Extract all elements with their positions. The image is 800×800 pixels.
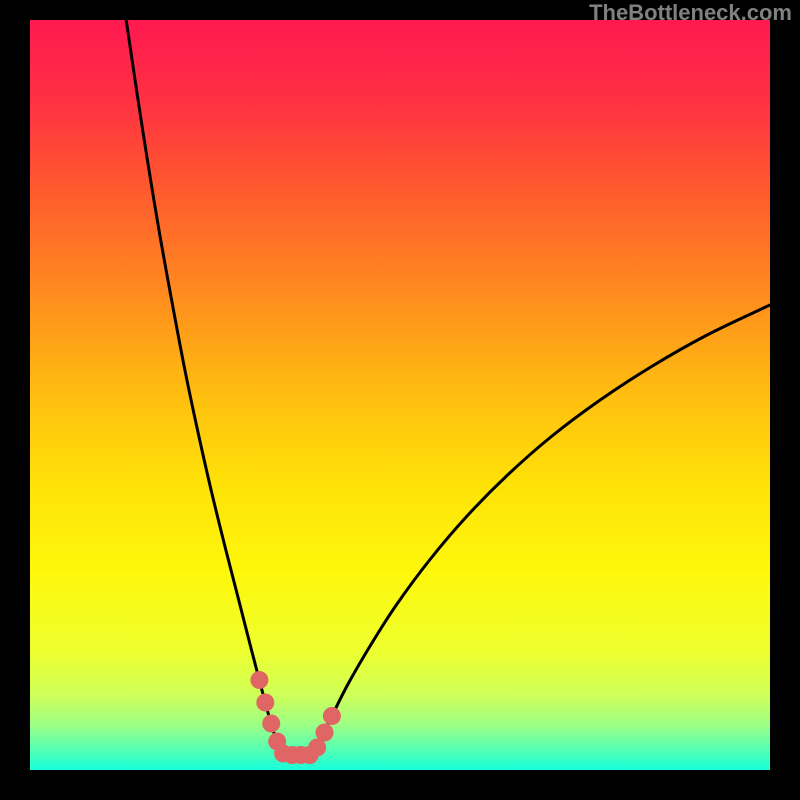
plot-area [30, 20, 770, 770]
marker-point [323, 707, 341, 725]
marker-layer [30, 20, 770, 770]
marker-point [316, 724, 334, 742]
marker-point [256, 694, 274, 712]
watermark-text: TheBottleneck.com [589, 0, 792, 26]
marker-point [250, 671, 268, 689]
marker-point [262, 715, 280, 733]
